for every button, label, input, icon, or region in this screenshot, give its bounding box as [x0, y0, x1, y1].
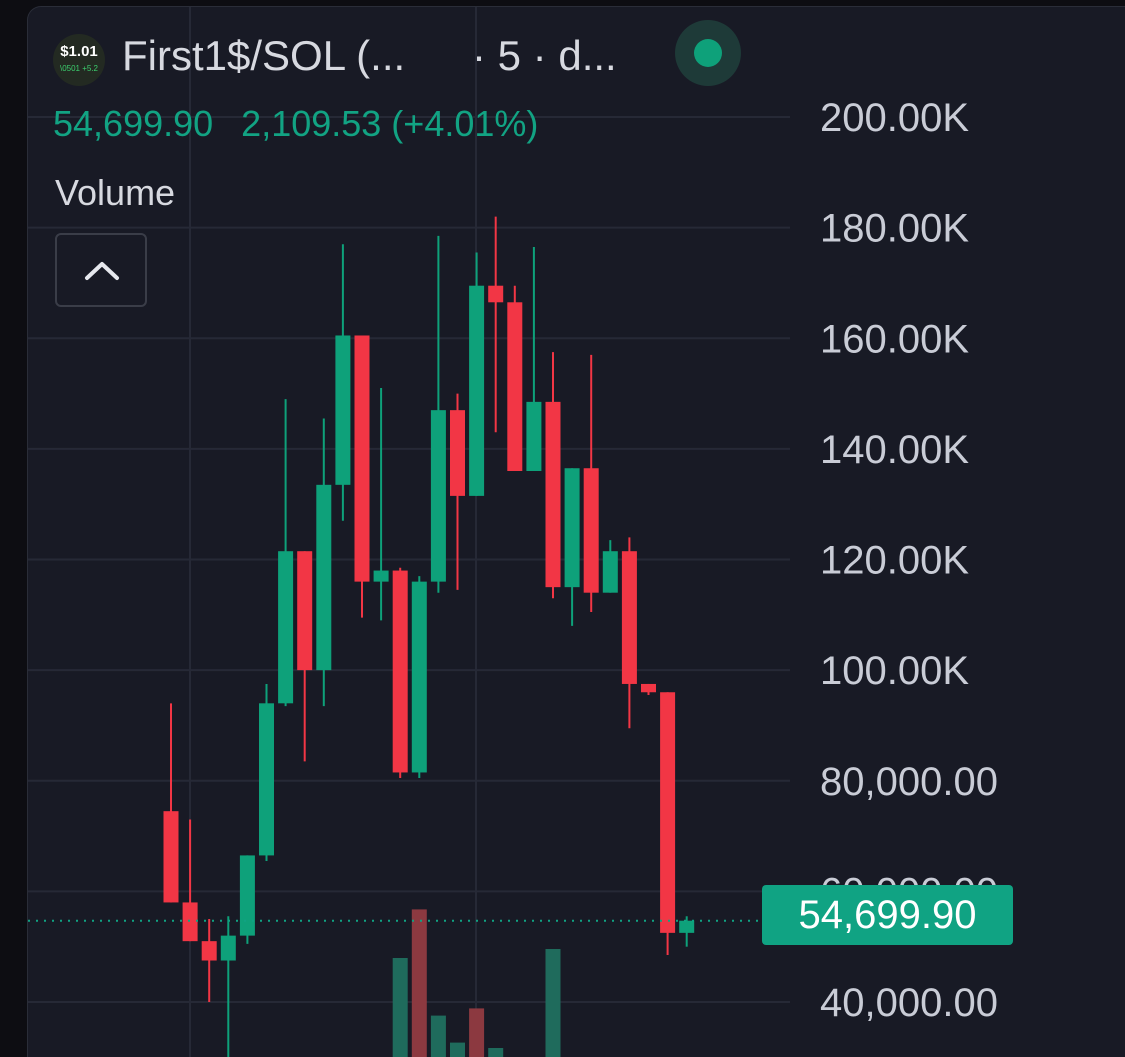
y-tick-label: 140.00K: [820, 428, 969, 472]
candle[interactable]: [411, 576, 427, 778]
candle-body: [564, 468, 580, 588]
symbol-interval[interactable]: · 5 · d...: [472, 32, 617, 79]
volume-bar: [392, 958, 408, 1057]
candle[interactable]: [469, 252, 485, 496]
token-logo-price: $1.01: [60, 43, 98, 60]
volume-indicator-label[interactable]: Volume: [55, 172, 176, 213]
ohlc-readout: 54,699.90 2,109.53 (+4.01%): [53, 103, 556, 145]
candle[interactable]: [621, 537, 637, 729]
volume-bar: [488, 1048, 504, 1057]
token-logo-sub: \0501 +5.2: [59, 64, 99, 73]
y-tick-label: 200.00K: [820, 96, 969, 140]
y-tick-label: 180.00K: [820, 207, 969, 251]
candle[interactable]: [641, 683, 656, 696]
candle-body: [430, 410, 446, 582]
y-tick-label: 80,000.00: [820, 760, 998, 804]
candle-body: [507, 302, 523, 471]
candle-body: [239, 855, 255, 936]
y-tick-label: 120.00K: [820, 539, 969, 583]
volume-bar: [545, 949, 561, 1057]
candle[interactable]: [239, 855, 255, 944]
volume-bar: [430, 1015, 446, 1057]
symbol-title[interactable]: First1$/SOL (...: [122, 32, 406, 79]
volume-layer: [392, 909, 561, 1057]
candle-body: [259, 703, 274, 856]
candle[interactable]: [488, 216, 504, 433]
collapse-indicators-button[interactable]: [55, 233, 147, 307]
candle[interactable]: [430, 235, 446, 593]
market-status-indicator[interactable]: [675, 20, 741, 86]
candle[interactable]: [201, 919, 217, 1002]
candle-body: [392, 570, 408, 773]
candle-body: [545, 401, 561, 588]
candle-body: [182, 902, 198, 942]
candle[interactable]: [278, 399, 294, 707]
candle-body: [450, 410, 465, 496]
candle-body: [373, 570, 389, 582]
last-price-badge: 54,699.90: [762, 885, 1013, 945]
candle[interactable]: [679, 916, 695, 947]
candle[interactable]: [182, 819, 198, 942]
ohlc-change-value: 2,109.53 (+4.01%): [241, 103, 539, 144]
candle[interactable]: [297, 551, 313, 762]
candle[interactable]: [545, 352, 561, 599]
candle[interactable]: [507, 285, 523, 471]
y-tick-label: 40,000.00: [820, 981, 998, 1025]
candle-body: [660, 692, 676, 933]
volume-bar: [469, 1008, 485, 1057]
candle-body: [621, 551, 637, 684]
candle[interactable]: [335, 244, 351, 521]
candle[interactable]: [660, 692, 676, 955]
candle-body: [641, 683, 656, 693]
candle-body: [411, 581, 427, 773]
y-tick-label: 100.00K: [820, 649, 969, 693]
candle-body: [469, 285, 485, 496]
chevron-up-icon: [85, 262, 119, 280]
candle-body: [526, 401, 542, 471]
candle[interactable]: [602, 540, 618, 593]
candle-body: [220, 935, 236, 961]
candle[interactable]: [564, 468, 580, 626]
status-dot-icon: [694, 39, 722, 67]
candle-body: [163, 811, 179, 903]
y-tick-label: 160.00K: [820, 317, 969, 361]
candle-body: [488, 285, 504, 303]
candle[interactable]: [526, 246, 542, 471]
candle-body: [278, 551, 294, 704]
candle-body: [602, 551, 618, 593]
candle-body: [316, 484, 332, 671]
candle-body: [335, 335, 351, 485]
volume-bar: [411, 909, 427, 1057]
candle[interactable]: [392, 567, 408, 778]
candle-body: [201, 941, 217, 961]
volume-bar: [450, 1042, 465, 1057]
candle[interactable]: [354, 335, 370, 618]
candle-body: [297, 551, 313, 671]
candle[interactable]: [450, 393, 465, 590]
candle-body: [679, 920, 695, 933]
candle-layer: [163, 216, 695, 1057]
candle-body: [354, 335, 370, 582]
candle[interactable]: [259, 683, 274, 861]
grid-layer: [28, 7, 790, 1057]
ohlc-close-value: 54,699.90: [53, 103, 214, 144]
token-logo[interactable]: $1.01 \0501 +5.2: [53, 34, 105, 86]
candle[interactable]: [220, 916, 236, 1057]
candle[interactable]: [583, 354, 599, 613]
candle-body: [583, 468, 599, 593]
candle[interactable]: [316, 418, 332, 707]
candle[interactable]: [373, 388, 389, 621]
candle[interactable]: [163, 703, 179, 903]
